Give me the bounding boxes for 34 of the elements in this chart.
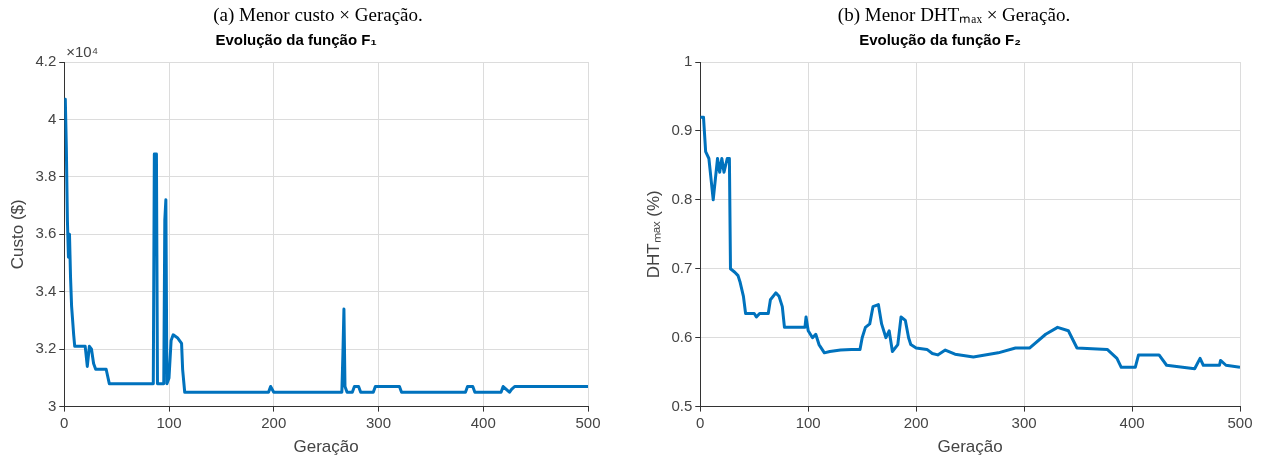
y-tick-label: 0.5 bbox=[671, 396, 693, 414]
x-tick-label: 100 bbox=[156, 413, 182, 431]
y-tick-label: 0.7 bbox=[671, 258, 693, 276]
y-tick-label: 4 bbox=[47, 109, 57, 127]
x-axis-title: Geração bbox=[293, 437, 359, 457]
x-tick-label: 200 bbox=[261, 413, 287, 431]
y-axis-title: DHTₘₐₓ (%) bbox=[643, 190, 663, 279]
y-tick-label: 3.8 bbox=[35, 167, 57, 185]
chart-title: Evolução da função F₂ bbox=[859, 31, 1021, 49]
x-axis-title: Geração bbox=[937, 437, 1003, 457]
y-tick-label: 3 bbox=[47, 396, 57, 414]
y-tick-label: 3.4 bbox=[35, 281, 57, 299]
y-tick-label: 3.6 bbox=[35, 224, 57, 242]
y-tick-label: 0.9 bbox=[671, 121, 693, 139]
x-tick-label: 0 bbox=[696, 413, 705, 431]
x-tick-label: 100 bbox=[795, 413, 821, 431]
x-tick-label: 0 bbox=[60, 413, 69, 431]
y-axis-title: Custo ($) bbox=[7, 199, 27, 270]
text: (b) Menor DHTₘₐₓ × Geração. bbox=[836, 3, 1072, 27]
x-tick-label: 200 bbox=[903, 413, 929, 431]
x-tick-label: 500 bbox=[575, 413, 601, 431]
x-tick-label: 300 bbox=[1011, 413, 1037, 431]
text: ×10⁴ bbox=[66, 42, 99, 60]
y-tick-label: 3.2 bbox=[35, 339, 57, 357]
chart-title: Evolução da função F₁ bbox=[215, 31, 377, 49]
x-tick-label: 400 bbox=[470, 413, 496, 431]
y-tick-label: 1 bbox=[683, 52, 693, 70]
x-tick-label: 400 bbox=[1119, 413, 1145, 431]
y-tick-label: 0.6 bbox=[671, 327, 693, 345]
y-tick-label: 0.8 bbox=[671, 189, 693, 207]
x-tick-label: 500 bbox=[1227, 413, 1253, 431]
y-tick-label: 4.2 bbox=[35, 52, 57, 70]
x-tick-label: 300 bbox=[365, 413, 392, 431]
text: (a) Menor custo × Geração. bbox=[212, 3, 424, 27]
